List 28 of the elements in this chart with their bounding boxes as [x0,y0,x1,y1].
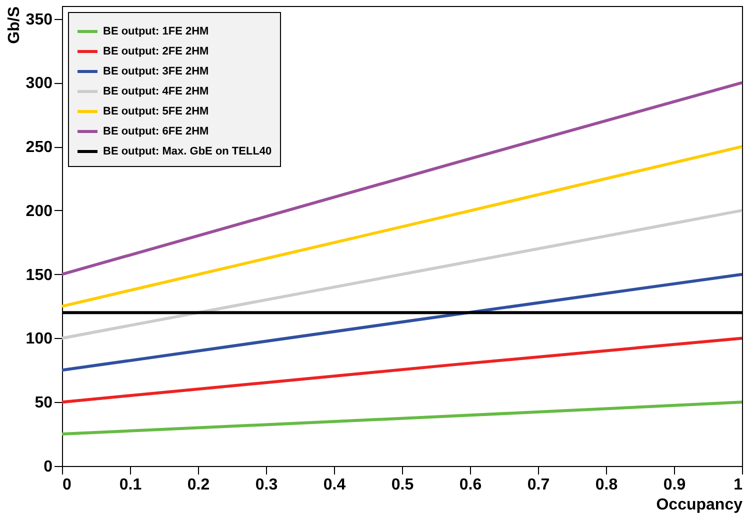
legend-label: BE output: 2FE 2HM [103,46,209,58]
x-tick-label: 1 [734,476,743,494]
legend-label: BE output: 3FE 2HM [103,66,209,78]
y-tick-label: 250 [26,139,53,156]
x-tick-label: 0.9 [663,476,686,494]
legend-label: BE output: Max. GbE on TELL40 [103,146,272,158]
y-axis-title: Gb/S [6,6,23,44]
x-tick-label: 0.1 [119,476,142,494]
y-tick-label: 100 [26,330,53,348]
legend-label: BE output: 4FE 2HM [103,86,209,98]
x-tick-label: 0.2 [187,476,210,494]
y-tick-label: 50 [34,394,53,412]
y-tick-label: 300 [26,75,53,92]
x-tick-label: 0.8 [595,476,618,494]
y-tick-label: 0 [44,458,53,476]
y-tick-label: 150 [26,266,53,284]
x-tick-label: 0 [62,476,72,494]
y-tick-label: 350 [26,11,53,28]
x-tick-label: 0.7 [527,476,550,494]
x-axis-title: Occupancy [656,496,743,514]
x-tick-label: 0.5 [391,476,414,494]
legend-label: BE output: 1FE 2HM [103,26,209,38]
legend-label: BE output: 5FE 2HM [103,106,209,118]
legend-label: BE output: 6FE 2HM [103,126,209,138]
x-tick-label: 0.3 [255,476,278,494]
x-tick-label: 0.4 [323,476,346,494]
x-tick-label: 0.6 [459,476,482,494]
y-tick-label: 200 [26,202,53,220]
